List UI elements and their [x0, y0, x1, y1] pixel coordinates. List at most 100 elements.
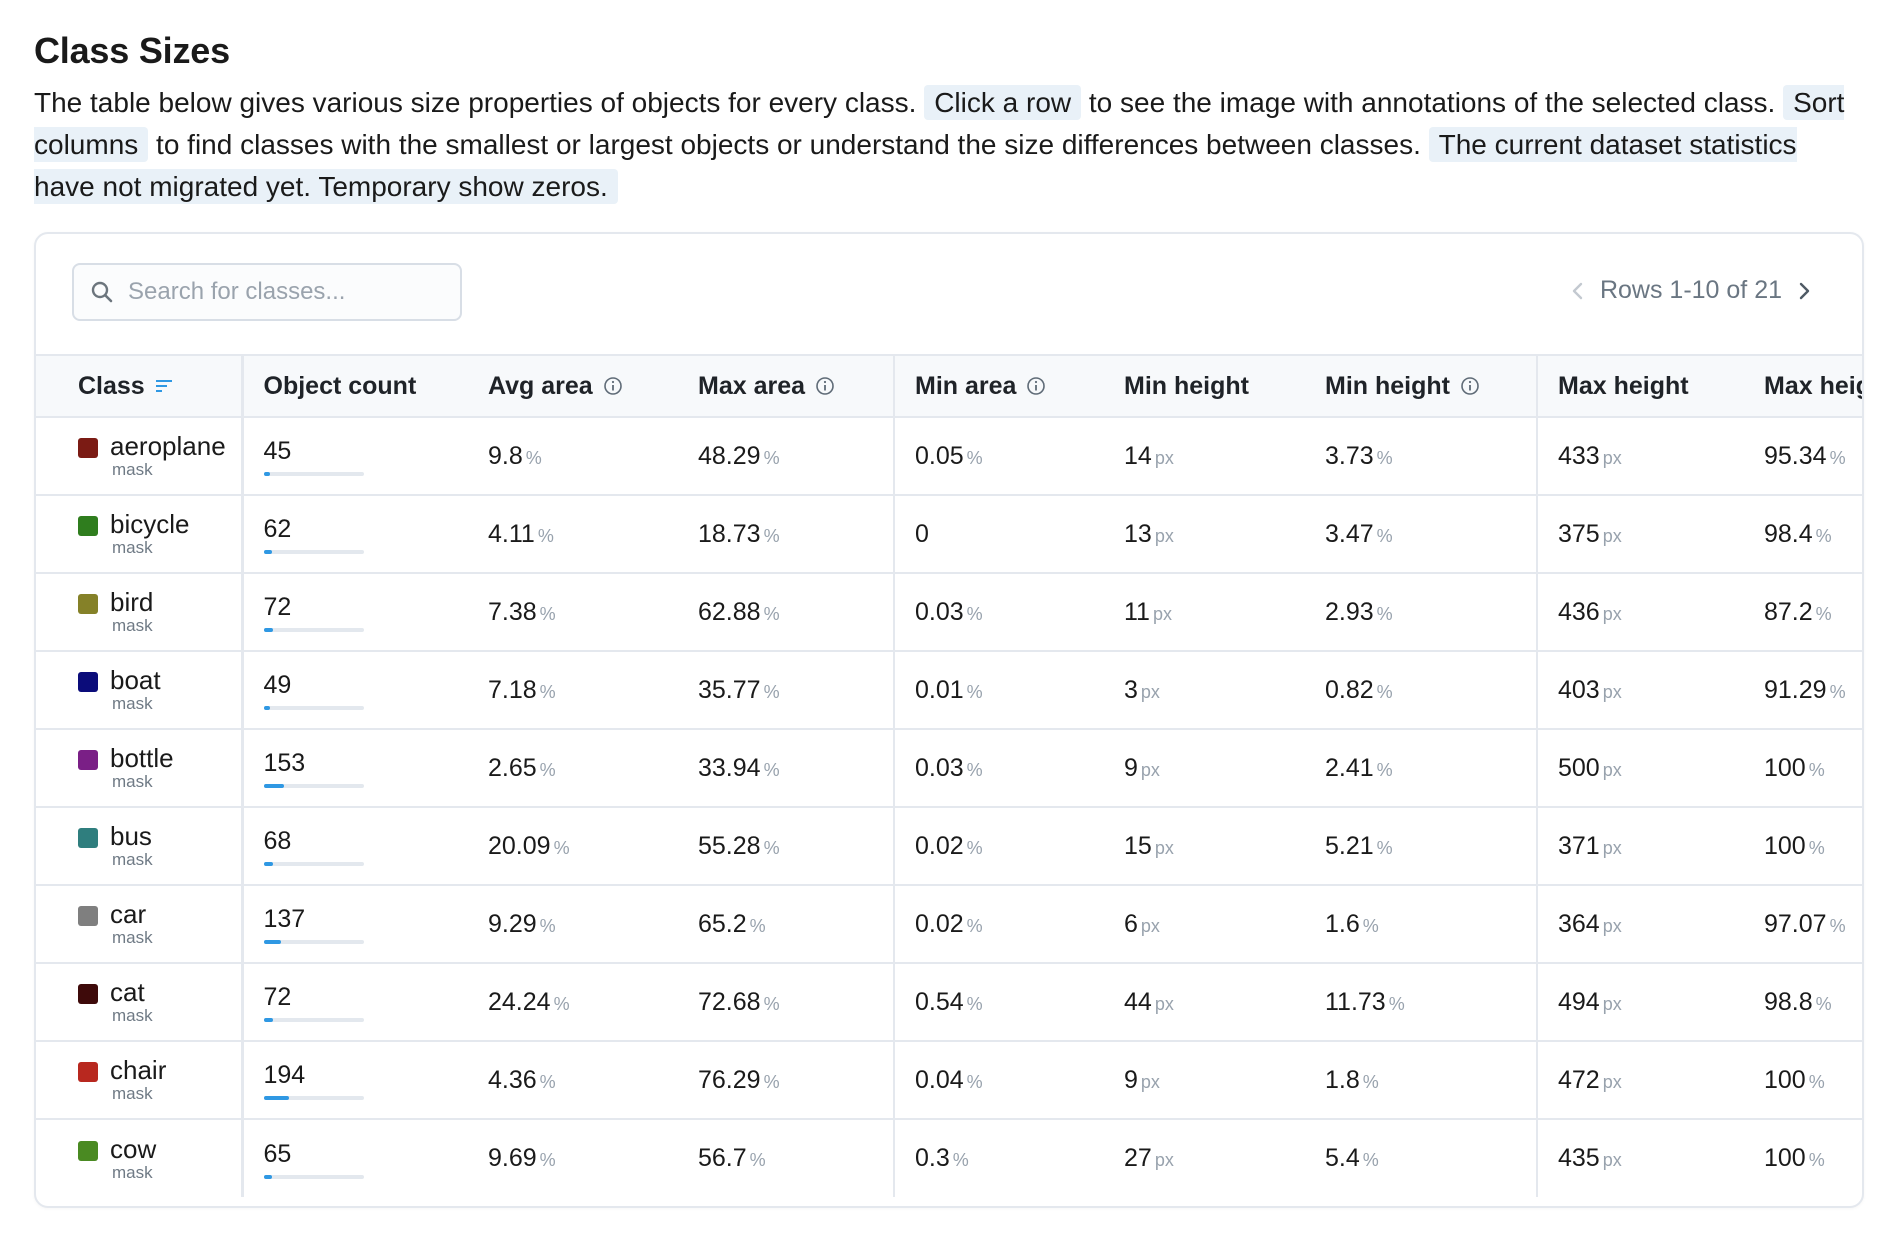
min-height-px-cell: 9 px [1104, 729, 1305, 808]
unit-label: % [966, 993, 983, 1014]
min-height-px-value: 11 [1124, 597, 1150, 626]
unit-label: % [539, 1150, 556, 1170]
page-title: Class Sizes [34, 30, 230, 71]
max-height-px-cell: 494 px [1536, 963, 1744, 1042]
object-count: 65 [263, 1139, 292, 1168]
object-count-bar-fill [263, 784, 284, 788]
table-row[interactable]: aeroplane mask 45 9.8% 48.29% 0.05% 14 px … [36, 417, 1862, 496]
max-area-value: 18.73 [698, 519, 761, 548]
column-header-max-area[interactable]: Max area [678, 354, 894, 418]
max-height-px-value: 371 [1558, 831, 1600, 860]
unit-label: px [1154, 447, 1174, 468]
max-height-px-value: 494 [1558, 987, 1600, 1016]
class-color-swatch [78, 828, 98, 848]
info-icon[interactable] [1026, 376, 1046, 396]
click-row-hint: Click a row [924, 85, 1082, 120]
column-header-avg-area[interactable]: Avg area [468, 354, 678, 418]
table-row[interactable]: bus mask 68 20.09% 55.28% 0.02% 15 px 5.21… [36, 807, 1862, 886]
table-row[interactable]: bottle mask 153 2.65% 33.94% 0.03% 9 px 2.… [36, 729, 1862, 808]
class-color-swatch [78, 516, 98, 536]
min-height-pct-cell: 3.73% [1305, 417, 1537, 496]
min-height-px-cell: 15 px [1104, 807, 1305, 886]
table-row[interactable]: boat mask 49 7.18% 35.77% 0.01% 3 px 0.82%… [36, 651, 1862, 730]
max-height-pct-value: 100 [1764, 831, 1806, 860]
table-row[interactable]: car mask 137 9.29% 65.2% 0.02% 6 px 1.6% 3… [36, 885, 1862, 964]
unit-label: % [763, 1071, 780, 1092]
class-name: cat [110, 977, 145, 1007]
search-box [72, 263, 462, 321]
table-row[interactable]: bird mask 72 7.38% 62.88% 0.03% 11 px 2.93… [36, 573, 1862, 652]
object-count: 49 [263, 671, 292, 699]
min-height-pct-value: 3.73 [1325, 441, 1374, 470]
object-count-bar-fill [263, 550, 272, 554]
class-cell: chair mask [36, 1041, 244, 1120]
chevron-left-icon[interactable] [1570, 280, 1586, 302]
min-area-cell: 0.04% [893, 1041, 1104, 1120]
min-height-px-value: 44 [1124, 987, 1152, 1016]
min-area-value: 0.01 [915, 675, 964, 704]
unit-label: % [1376, 603, 1393, 624]
max-area-cell: 72.68% [678, 963, 894, 1042]
unit-label: % [966, 759, 983, 780]
class-color-swatch [78, 1062, 98, 1082]
object-count-bar-fill [263, 706, 270, 710]
unit-label: px [1602, 837, 1622, 858]
min-area-cell: 0.03% [893, 573, 1104, 652]
max-height-px-value: 364 [1558, 909, 1600, 938]
object-count: 72 [263, 593, 292, 621]
table-row[interactable]: cat mask 72 24.24% 72.68% 0.54% 44 px 11.7… [36, 963, 1862, 1042]
search-input[interactable] [126, 277, 430, 307]
min-area-value: 0.03 [915, 753, 964, 782]
table-row[interactable]: chair mask 194 4.36% 76.29% 0.04% 9 px 1.8… [36, 1041, 1862, 1120]
max-height-px-value: 436 [1558, 597, 1600, 626]
object-count: 62 [263, 515, 292, 543]
unit-label: % [1388, 993, 1405, 1014]
min-height-pct-cell: 3.47% [1305, 495, 1537, 574]
unit-label: % [763, 603, 780, 624]
column-header-min-height-pct[interactable]: Min height [1305, 354, 1537, 418]
unit-label: % [966, 447, 983, 468]
class-type: mask [112, 1162, 153, 1182]
column-header-class[interactable]: Class [36, 354, 244, 418]
object-count-bar [263, 706, 364, 710]
unit-label: % [1829, 915, 1846, 936]
object-count-bar [263, 550, 364, 554]
object-count-bar-fill [263, 1096, 289, 1100]
column-header-object-count[interactable]: Object count [242, 354, 468, 418]
column-header-min-area[interactable]: Min area [893, 354, 1104, 418]
unit-label: % [966, 681, 983, 702]
max-area-cell: 56.7% [678, 1119, 894, 1197]
info-icon[interactable] [815, 376, 835, 396]
max-area-value: 35.77 [698, 675, 761, 704]
info-icon[interactable] [1460, 376, 1480, 396]
unit-label: px [1154, 993, 1174, 1014]
object-count: 72 [263, 983, 292, 1011]
table-row[interactable]: cow mask 65 9.69% 56.7% 0.3% 27 px 5.4% 43… [36, 1119, 1862, 1197]
table-row[interactable]: bicycle mask 62 4.11% 18.73% 0 13 px 3.47%… [36, 495, 1862, 574]
object-count-bar-fill [263, 862, 273, 866]
unit-label: px [1602, 759, 1622, 780]
unit-label: % [763, 759, 780, 780]
unit-label: % [525, 447, 542, 468]
object-count-bar-fill [263, 940, 281, 944]
object-count-bar [263, 1174, 364, 1179]
object-count: 153 [263, 749, 306, 777]
column-header-max-height-pct[interactable]: Max height [1744, 354, 1862, 418]
max-height-px-value: 472 [1558, 1065, 1600, 1094]
class-cell: boat mask [36, 651, 244, 730]
object-count-cell: 68 [242, 807, 468, 886]
unit-label: % [966, 837, 983, 858]
sort-icon[interactable] [155, 378, 175, 394]
unit-label: % [749, 915, 766, 936]
unit-label: % [1376, 759, 1393, 780]
object-count: 68 [263, 827, 292, 855]
column-header-max-height-px[interactable]: Max height [1536, 354, 1744, 418]
avg-area-cell: 9.29% [468, 885, 678, 964]
chevron-right-icon[interactable] [1796, 280, 1812, 302]
unit-label: px [1602, 447, 1622, 468]
min-area-value: 0.3 [915, 1144, 950, 1172]
info-icon[interactable] [603, 376, 623, 396]
column-header-min-height-px[interactable]: Min height [1104, 354, 1305, 418]
object-count-cell: 72 [242, 963, 468, 1042]
class-cell: bicycle mask [36, 495, 244, 574]
